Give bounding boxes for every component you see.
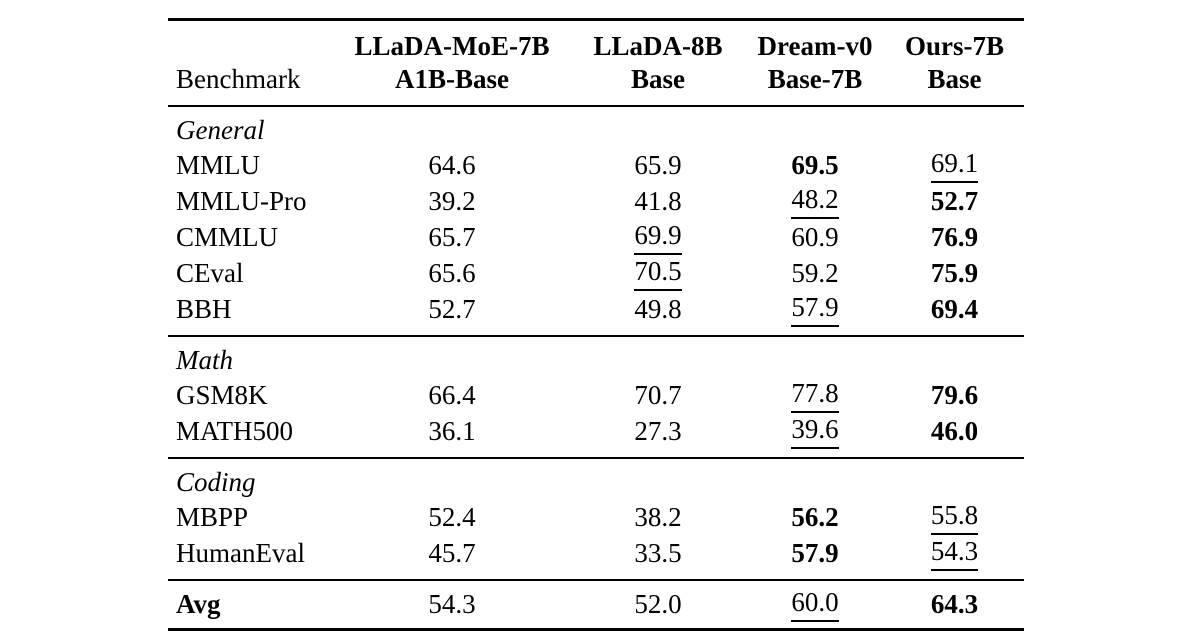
section-title-math: Math	[176, 345, 233, 375]
avg-label: Avg	[176, 588, 221, 619]
benchmark-name: GSM8K	[176, 379, 268, 410]
benchmark-results-table-wrap: Benchmark LLaDA-MoE-7B A1B-Base LLaDA-8B…	[168, 18, 1024, 631]
table-header: Benchmark LLaDA-MoE-7B A1B-Base LLaDA-8B…	[168, 20, 1024, 107]
score-cell: 65.7	[428, 221, 476, 252]
score-cell: 76.9	[930, 221, 979, 252]
score-cell: 38.2	[634, 501, 682, 532]
section-general: General MMLU 64.6 65.9 69.5 69.1 MMLU-Pr…	[168, 106, 1024, 336]
score-cell: 60.0	[791, 586, 839, 622]
column-header-llada-8b-base: LLaDA-8B Base	[571, 20, 745, 107]
table-row-bbh: BBH 52.7 49.8 57.9 69.4	[168, 291, 1024, 336]
model-name-line1: LLaDA-MoE-7B	[354, 31, 550, 61]
table-row-gsm8k: GSM8K 66.4 70.7 77.8 79.6	[168, 377, 1024, 413]
score-cell: 65.6	[428, 257, 476, 288]
score-cell: 41.8	[634, 185, 682, 216]
score-cell: 60.9	[791, 221, 839, 252]
column-header-ours-7b-base: Ours-7B Base	[885, 20, 1024, 107]
score-cell: 59.2	[791, 257, 839, 288]
score-cell: 46.0	[930, 415, 979, 446]
benchmark-name: MATH500	[176, 415, 294, 446]
score-cell: 65.9	[634, 149, 682, 180]
score-cell: 69.5	[791, 149, 839, 180]
benchmark-name: MMLU	[176, 149, 261, 180]
score-cell: 39.6	[791, 413, 839, 449]
score-cell: 33.5	[634, 537, 682, 568]
score-cell: 36.1	[428, 415, 476, 446]
score-cell: 52.4	[428, 501, 476, 532]
score-cell: 48.2	[791, 183, 839, 219]
score-cell: 69.9	[634, 219, 682, 255]
section-title-coding: Coding	[176, 467, 256, 497]
benchmark-name: BBH	[176, 293, 232, 324]
table-row-mmlu-pro: MMLU-Pro 39.2 41.8 48.2 52.7	[168, 183, 1024, 219]
score-cell: 70.7	[634, 379, 682, 410]
column-header-dream-v0-base-7b: Dream-v0 Base-7B	[745, 20, 885, 107]
model-name-line1: Ours-7B	[904, 31, 1004, 61]
column-header-llada-moe-7b-a1b-base: LLaDA-MoE-7B A1B-Base	[333, 20, 571, 107]
model-name-line2: A1B-Base	[395, 64, 509, 94]
benchmark-results-table: Benchmark LLaDA-MoE-7B A1B-Base LLaDA-8B…	[168, 18, 1024, 631]
model-name-line2: Base	[927, 64, 982, 94]
table-row-humaneval: HumanEval 45.7 33.5 57.9 54.3	[168, 535, 1024, 580]
section-header-row: General	[168, 106, 1024, 147]
score-cell: 70.5	[634, 255, 682, 291]
score-cell: 39.2	[428, 185, 476, 216]
benchmark-name: HumanEval	[176, 537, 305, 568]
model-name-line1: LLaDA-8B	[593, 31, 723, 61]
score-cell: 49.8	[634, 293, 682, 324]
section-average: Avg 54.3 52.0 60.0 64.3	[168, 580, 1024, 630]
score-cell: 69.4	[930, 293, 979, 324]
benchmark-name: CEval	[176, 257, 244, 288]
table-row-math500: MATH500 36.1 27.3 39.6 46.0	[168, 413, 1024, 458]
section-header-row: Math	[168, 336, 1024, 377]
table-row-mmlu: MMLU 64.6 65.9 69.5 69.1	[168, 147, 1024, 183]
section-math: Math GSM8K 66.4 70.7 77.8 79.6 MATH500 3…	[168, 336, 1024, 458]
model-name-line1: Dream-v0	[757, 31, 873, 61]
section-header-row: Coding	[168, 458, 1024, 499]
score-cell: 79.6	[930, 379, 979, 410]
score-cell: 77.8	[791, 377, 839, 413]
score-cell: 75.9	[930, 257, 979, 288]
score-cell: 52.7	[428, 293, 476, 324]
benchmark-name: MBPP	[176, 501, 249, 532]
benchmark-name: CMMLU	[176, 221, 279, 252]
score-cell: 56.2	[791, 501, 839, 532]
score-cell: 55.8	[930, 499, 979, 535]
section-title-general: General	[176, 115, 265, 145]
score-cell: 52.7	[930, 185, 979, 216]
model-name-line2: Base-7B	[767, 64, 863, 94]
model-name-line2: Base	[631, 64, 685, 94]
section-coding: Coding MBPP 52.4 38.2 56.2 55.8 HumanEva…	[168, 458, 1024, 580]
score-cell: 45.7	[428, 537, 476, 568]
score-cell: 64.3	[930, 588, 979, 619]
score-cell: 69.1	[930, 147, 979, 183]
score-cell: 54.3	[930, 535, 979, 571]
table-row-cmmlu: CMMLU 65.7 69.9 60.9 76.9	[168, 219, 1024, 255]
score-cell: 66.4	[428, 379, 476, 410]
score-cell: 52.0	[634, 588, 682, 619]
header-row: Benchmark LLaDA-MoE-7B A1B-Base LLaDA-8B…	[168, 20, 1024, 107]
score-cell: 64.6	[428, 149, 476, 180]
column-header-benchmark: Benchmark	[176, 64, 301, 94]
table-row-avg: Avg 54.3 52.0 60.0 64.3	[168, 580, 1024, 630]
score-cell: 57.9	[791, 291, 839, 327]
score-cell: 54.3	[428, 588, 476, 619]
score-cell: 27.3	[634, 415, 682, 446]
table-row-ceval: CEval 65.6 70.5 59.2 75.9	[168, 255, 1024, 291]
table-row-mbpp: MBPP 52.4 38.2 56.2 55.8	[168, 499, 1024, 535]
benchmark-name: MMLU-Pro	[176, 185, 307, 216]
score-cell: 57.9	[791, 537, 839, 568]
